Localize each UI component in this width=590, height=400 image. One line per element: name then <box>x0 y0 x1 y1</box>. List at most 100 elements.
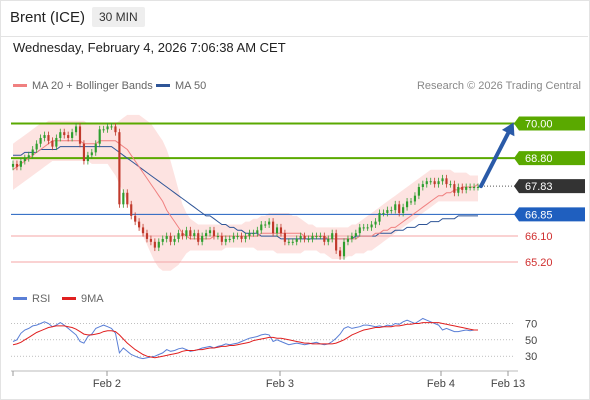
candle-body <box>27 155 30 159</box>
timestamp: Wednesday, February 4, 2026 7:06:38 AM C… <box>13 40 286 55</box>
candle-body <box>303 236 306 239</box>
candle-body <box>216 236 219 238</box>
candle-body <box>275 227 279 234</box>
legend-ma50: MA 50 <box>156 80 206 92</box>
candle-body <box>299 236 302 239</box>
support-level-label: 65.20 <box>525 257 553 269</box>
rsi-label: RSI <box>32 293 51 305</box>
candle-body <box>161 238 164 242</box>
candle-body <box>327 238 330 242</box>
candle-body <box>110 126 113 128</box>
candle-body <box>59 132 62 138</box>
candle-body <box>405 201 409 208</box>
candle-body <box>469 187 472 189</box>
ma20-label: MA 20 + Bollinger Bands <box>32 80 153 92</box>
candle-body <box>421 184 424 187</box>
candle-body <box>366 227 369 229</box>
candle-body <box>11 163 15 167</box>
candle-body <box>461 187 464 190</box>
candle-body <box>232 236 235 239</box>
candle-body <box>236 236 239 238</box>
candle-body <box>98 129 101 144</box>
candle-body <box>358 227 361 234</box>
candle-body <box>394 204 397 211</box>
level-tag-shape <box>514 116 585 131</box>
legend-rsi: RSI <box>13 293 50 305</box>
candle-body <box>138 221 141 228</box>
ma50-swatch <box>156 83 170 87</box>
candle-body <box>78 126 82 144</box>
candle-body <box>208 230 212 234</box>
pivot-level-tag: 66.85 <box>514 207 585 222</box>
rsi-panel: 70 50 30 <box>11 317 537 363</box>
candle-body <box>157 241 160 248</box>
candle-body <box>441 178 444 182</box>
legend-ma20: MA 20 + Bollinger Bands <box>13 80 153 92</box>
rsi-swatch <box>13 296 27 300</box>
candle-body <box>264 224 267 226</box>
ma20-swatch <box>13 83 27 87</box>
candle-body <box>169 236 172 242</box>
timeframe-badge[interactable]: 30 MIN <box>92 7 145 27</box>
candle-body <box>398 204 401 213</box>
candle-body <box>260 224 263 231</box>
candle-body <box>35 143 38 150</box>
candle-body <box>126 192 129 205</box>
candle-body <box>47 135 50 141</box>
support-level-label: 66.10 <box>525 231 553 243</box>
candle-body <box>134 215 137 222</box>
candle-body <box>197 233 200 242</box>
candle-body <box>350 236 353 239</box>
rsi-ma-line <box>12 322 478 359</box>
candle-body <box>177 233 180 239</box>
candle-body <box>153 241 156 248</box>
candle-body <box>323 236 326 242</box>
candle-body <box>141 227 145 234</box>
candle-body <box>465 187 468 190</box>
candle-body <box>43 135 46 138</box>
candle-body <box>201 236 204 242</box>
level-tags: 70.00 68.80 67.83 66.85 66.10 65.20 <box>514 116 585 269</box>
rsi-tick-label: 50 <box>525 335 537 347</box>
candles <box>11 122 480 260</box>
candle-body <box>82 143 86 162</box>
candle-body <box>244 236 247 239</box>
candle-body <box>413 195 417 202</box>
legend-rsi-ma: 9MA <box>62 293 104 305</box>
candle-body <box>145 233 149 239</box>
forecast-arrow <box>479 122 515 189</box>
candle-body <box>437 181 440 185</box>
candle-body <box>122 192 125 205</box>
candle-body <box>39 137 42 144</box>
candle-body <box>149 238 153 242</box>
candle-body <box>307 238 310 240</box>
candle-body <box>74 126 78 133</box>
candle-body <box>335 233 338 251</box>
candle-body <box>165 236 168 239</box>
candle-body <box>378 212 381 222</box>
candle-body <box>228 238 231 240</box>
level-tag-shape <box>514 179 585 194</box>
level-tag-label: 70.00 <box>525 119 553 131</box>
candle-body <box>55 137 58 147</box>
bollinger-band <box>13 114 478 271</box>
resistance-level-tag: 68.80 <box>514 151 585 166</box>
candle-body <box>51 140 54 147</box>
candle-body <box>409 201 413 203</box>
candle-body <box>433 181 436 185</box>
candle-body <box>71 132 74 138</box>
candle-body <box>390 210 393 212</box>
candle-body <box>279 227 283 234</box>
last-level-tag: 67.83 <box>514 179 585 194</box>
candle-body <box>118 132 121 205</box>
level-tag-label: 67.83 <box>525 181 553 193</box>
chart-header: Brent (ICE) 30 MIN <box>0 0 588 37</box>
x-tick-label: Feb 2 <box>93 378 121 390</box>
candle-body <box>319 236 322 238</box>
candle-body <box>185 230 188 237</box>
x-axis: Feb 2 Feb 3 Feb 4 Feb 13 <box>11 370 525 390</box>
candle-body <box>287 241 290 243</box>
candle-body <box>252 233 255 235</box>
candle-body <box>240 236 243 239</box>
